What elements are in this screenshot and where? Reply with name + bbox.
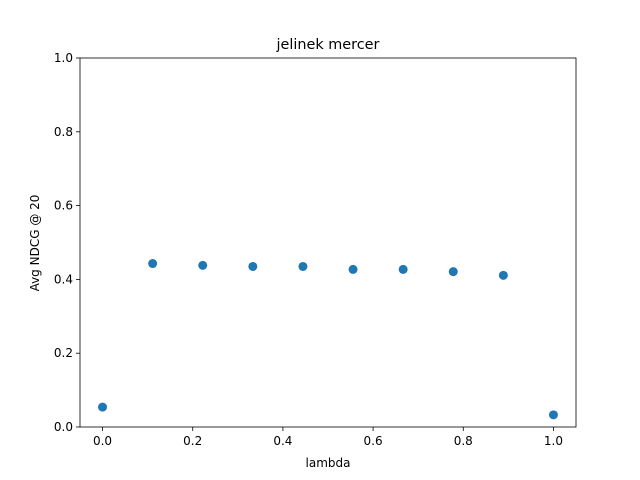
data-point bbox=[298, 261, 308, 271]
data-point bbox=[398, 264, 408, 274]
y-tick-label: 0.0 bbox=[54, 420, 73, 434]
data-point bbox=[348, 264, 358, 274]
y-tick-label: 0.6 bbox=[54, 199, 73, 213]
data-point bbox=[248, 261, 258, 271]
y-tick-label: 0.2 bbox=[54, 346, 73, 360]
y-tick-label: 0.8 bbox=[54, 125, 73, 139]
data-point bbox=[548, 410, 558, 420]
y-tick-label: 1.0 bbox=[54, 51, 73, 65]
data-point bbox=[148, 259, 158, 269]
x-tick-label: 1.0 bbox=[544, 434, 563, 448]
plot-area: 0.0 0.2 0.4 0.6 0.8 1.0 0.0 0.2 0.4 0.6 0.8 1.0 bbox=[54, 51, 577, 448]
axes-frame bbox=[79, 57, 577, 428]
x-tick-label: 0.2 bbox=[183, 434, 202, 448]
y-axis-title: Avg NDCG @ 20 bbox=[28, 195, 42, 292]
data-point bbox=[98, 402, 108, 412]
data-point bbox=[198, 260, 208, 270]
x-tick-label: 0.8 bbox=[454, 434, 473, 448]
y-tick-label: 0.4 bbox=[54, 272, 73, 286]
x-tick-label: 0.6 bbox=[364, 434, 383, 448]
x-axis-title: lambda bbox=[306, 456, 351, 470]
x-tick-label: 0.4 bbox=[273, 434, 292, 448]
data-point bbox=[498, 270, 508, 280]
chart-title: jelinek mercer bbox=[276, 37, 380, 53]
data-point bbox=[448, 267, 458, 277]
x-tick-label: 0.0 bbox=[93, 434, 112, 448]
